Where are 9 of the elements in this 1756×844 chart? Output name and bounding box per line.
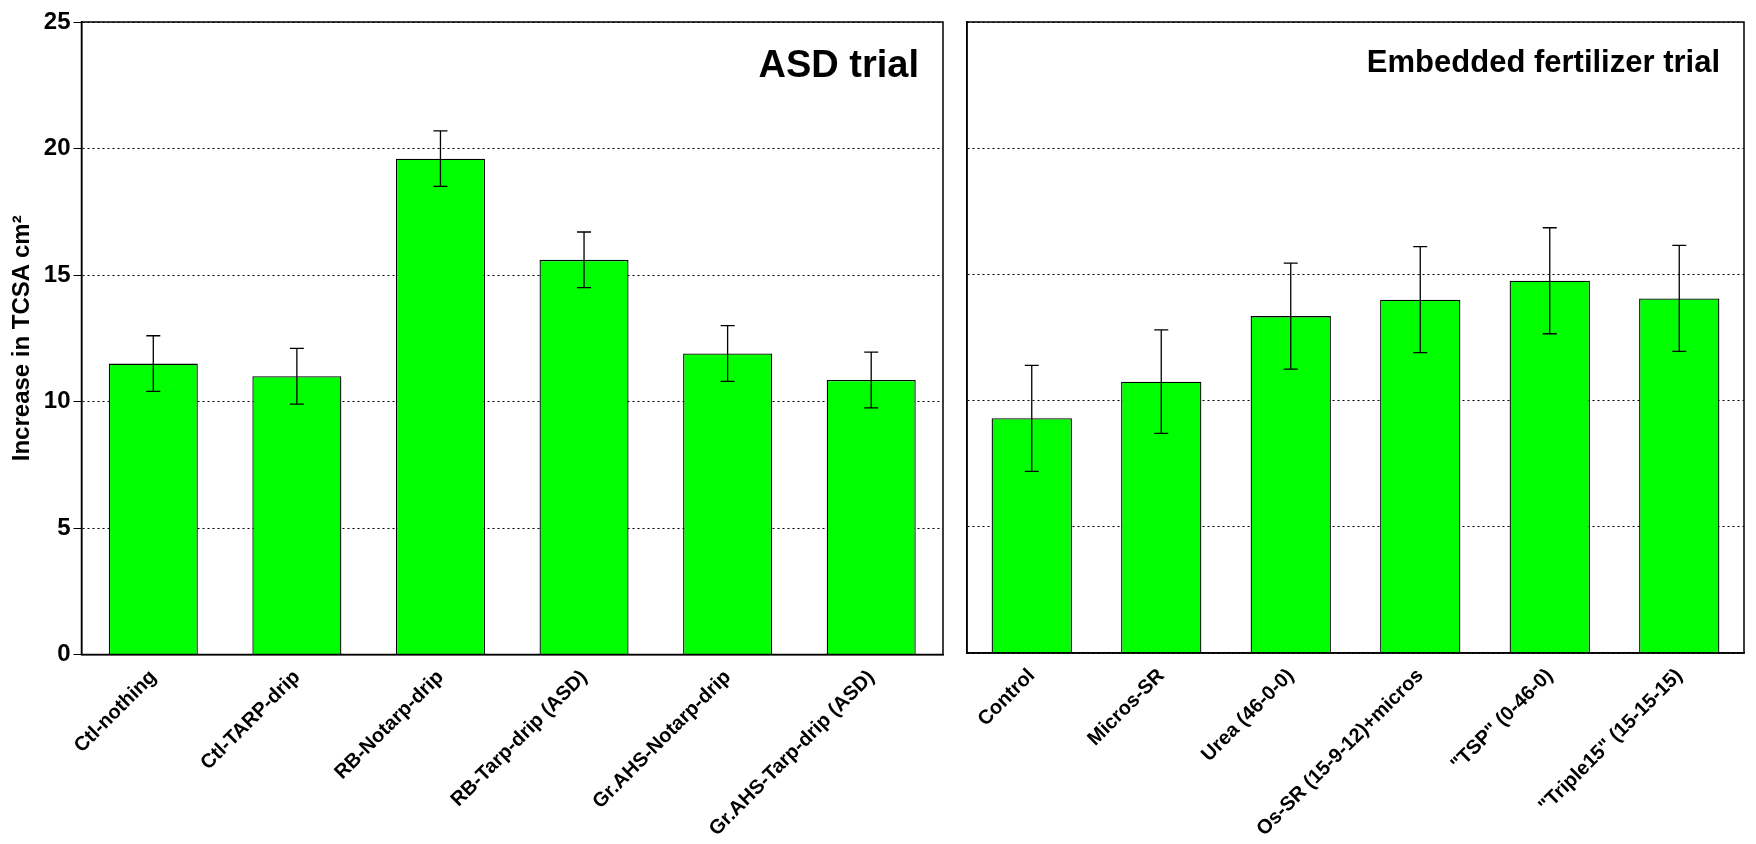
- y-axis-title: Increase in TCSA cm²: [7, 215, 35, 462]
- y-tick-label: 0: [57, 639, 71, 667]
- y-tick-label: 20: [43, 133, 71, 161]
- y-tick-label: 5: [57, 512, 71, 540]
- y-tick-label: 25: [43, 6, 71, 34]
- y-tick-label: 15: [43, 259, 71, 287]
- text: Embedded fertilizer trial: [1366, 44, 1720, 80]
- y-tick-label: 10: [43, 386, 71, 414]
- text: ASD trial: [758, 43, 919, 86]
